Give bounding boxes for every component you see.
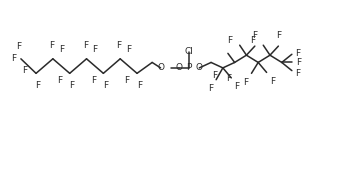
Text: F: F: [83, 41, 88, 50]
Text: F: F: [137, 81, 142, 90]
Text: O: O: [176, 63, 183, 72]
Text: F: F: [126, 45, 131, 54]
Text: Cl: Cl: [185, 47, 194, 56]
Text: F: F: [124, 76, 129, 85]
Text: F: F: [243, 78, 248, 87]
Text: F: F: [59, 45, 64, 54]
Text: F: F: [91, 76, 96, 85]
Text: F: F: [208, 84, 213, 93]
Text: F: F: [35, 81, 40, 90]
Text: F: F: [22, 66, 27, 74]
Text: F: F: [295, 49, 300, 58]
Text: F: F: [117, 41, 122, 50]
Text: F: F: [11, 54, 16, 63]
Text: F: F: [212, 71, 217, 80]
Text: F: F: [270, 77, 275, 86]
Text: F: F: [276, 31, 281, 40]
Text: F: F: [226, 74, 231, 83]
Text: P: P: [187, 63, 192, 72]
Text: F: F: [252, 31, 258, 40]
Text: F: F: [92, 45, 97, 54]
Text: F: F: [103, 81, 108, 90]
Text: F: F: [49, 41, 54, 50]
Text: F: F: [57, 76, 62, 85]
Text: F: F: [295, 69, 300, 78]
Text: F: F: [235, 83, 240, 92]
Text: F: F: [296, 58, 301, 67]
Text: F: F: [16, 42, 21, 51]
Text: F: F: [70, 81, 75, 90]
Text: O: O: [157, 63, 164, 72]
Text: F: F: [250, 36, 256, 45]
Text: O: O: [196, 63, 203, 72]
Text: F: F: [227, 36, 232, 45]
